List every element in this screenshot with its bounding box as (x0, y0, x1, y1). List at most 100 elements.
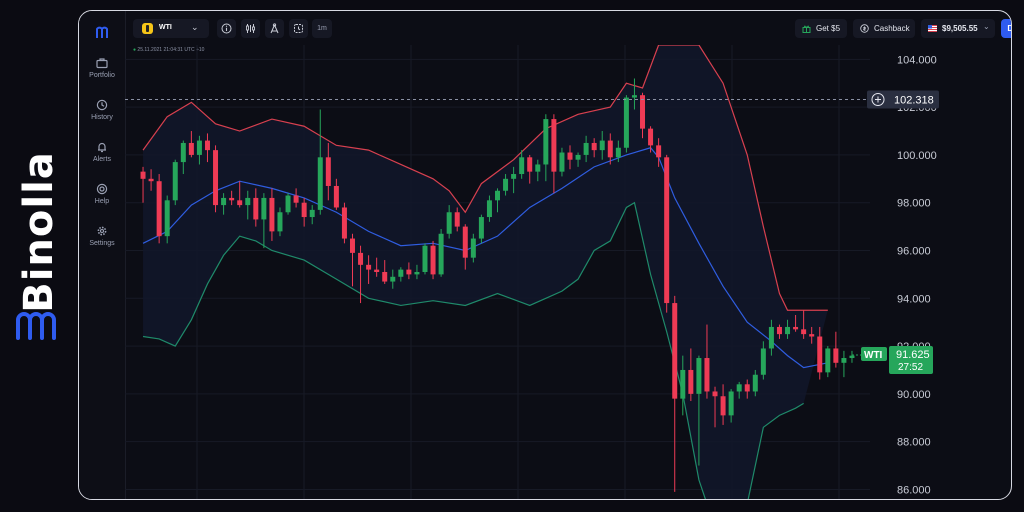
candle-body (341, 207, 347, 239)
candle-body (599, 140, 605, 151)
crosshair-price-label: 102.318 (894, 95, 934, 107)
chevron-down-icon: ⌄ (191, 22, 199, 32)
deposit-button[interactable]: Deposit (1001, 19, 1011, 38)
candle-body (688, 369, 694, 394)
app-logo-icon[interactable] (93, 23, 111, 41)
candle (398, 267, 404, 282)
candle-body (349, 238, 355, 253)
candle-body (511, 174, 517, 179)
indicators-icon (246, 24, 255, 33)
candle-body (720, 396, 726, 416)
candle-body (245, 197, 251, 206)
info-button[interactable] (217, 19, 236, 38)
balance-value: $9,505.55 (942, 24, 978, 33)
candle (349, 233, 355, 287)
sidebar-item-label: Settings (89, 240, 115, 247)
candle-body (535, 164, 541, 172)
candle (527, 154, 533, 184)
candle-body (744, 384, 750, 392)
price-tick-label: 94.000 (897, 293, 931, 305)
candle-body (406, 269, 412, 275)
drawing-tools-button[interactable] (265, 19, 284, 38)
candle-body (656, 145, 662, 158)
candle (229, 190, 235, 206)
candle (511, 166, 517, 194)
candle-body (543, 119, 549, 165)
candle (817, 326, 823, 380)
candle-body (358, 252, 364, 265)
candle (422, 243, 428, 275)
candle (704, 324, 710, 399)
candle (720, 384, 726, 425)
balance-selector[interactable]: $9,505.55 ⌄ (921, 19, 995, 38)
candle-body (188, 142, 194, 155)
candle (688, 348, 694, 402)
candle (164, 195, 170, 244)
candle-body (809, 334, 815, 337)
candle (664, 154, 670, 313)
candle (140, 166, 146, 203)
sidebar-item-history[interactable]: History (79, 99, 125, 139)
candle (180, 140, 186, 175)
candle-body (229, 197, 235, 201)
candle (768, 319, 774, 356)
middle-band-line (142, 147, 828, 369)
price-axis: 104.000102.000100.00098.00096.00094.0009… (897, 54, 937, 496)
live-dot-icon: ● (133, 47, 138, 53)
timer-button[interactable] (289, 19, 308, 38)
candle-body (623, 97, 629, 148)
bell-icon (98, 142, 106, 153)
candle-body (462, 226, 468, 258)
candle (801, 310, 807, 339)
sidebar-item-portfolio[interactable]: Portfolio (79, 57, 125, 97)
indicators-button[interactable] (241, 19, 260, 38)
candle-body (172, 162, 178, 201)
sidebar-item-label: Portfolio (89, 72, 115, 79)
sidebar-item-help[interactable]: Help (79, 183, 125, 223)
binolla-logo-icon (16, 312, 56, 340)
candle (551, 114, 557, 194)
candle (567, 145, 573, 170)
top-toolbar: WTI ⌄ 1m Get $5 Cashback $9,505.55 ⌄ (125, 11, 1011, 47)
candle (301, 197, 307, 227)
candle (406, 262, 412, 280)
price-chart[interactable]: 104.000102.000100.00098.00096.00094.0009… (125, 45, 1011, 499)
candle (470, 233, 476, 263)
candle-body (527, 157, 533, 172)
candle (728, 389, 734, 423)
candle (221, 193, 227, 215)
cashback-label: Cashback (874, 24, 910, 33)
candle-body (293, 195, 299, 203)
candle (712, 386, 718, 428)
candle-body (180, 142, 186, 163)
candle-body (640, 95, 646, 129)
sidebar-item-settings[interactable]: Settings (79, 225, 125, 265)
cashback-button[interactable]: Cashback (853, 19, 915, 38)
candle-body (446, 212, 452, 234)
candle (583, 135, 589, 163)
candle (390, 269, 396, 289)
candle-body (817, 336, 823, 373)
sidebar-item-alerts[interactable]: Alerts (79, 141, 125, 181)
sidebar-item-label: History (91, 114, 113, 121)
candle-body (575, 154, 581, 160)
candle-body (793, 326, 799, 330)
candle (454, 207, 460, 232)
bonus-button[interactable]: Get $5 (795, 19, 847, 38)
candle (752, 369, 758, 397)
price-tick-label: 90.000 (897, 389, 931, 401)
price-tick-label: 98.000 (897, 198, 931, 210)
candle-body (672, 303, 678, 399)
candle (374, 257, 380, 277)
asset-selector[interactable]: WTI ⌄ (133, 19, 209, 38)
candle (414, 264, 420, 280)
candle-body (366, 264, 372, 270)
timeframe-selector[interactable]: 1m (312, 19, 332, 38)
candle (785, 319, 791, 339)
candle-body (422, 245, 428, 272)
sidebar-item-label: Alerts (93, 156, 111, 163)
candle (809, 326, 815, 344)
cashback-icon (860, 24, 869, 33)
asset-tag-label: WTI (864, 350, 883, 361)
